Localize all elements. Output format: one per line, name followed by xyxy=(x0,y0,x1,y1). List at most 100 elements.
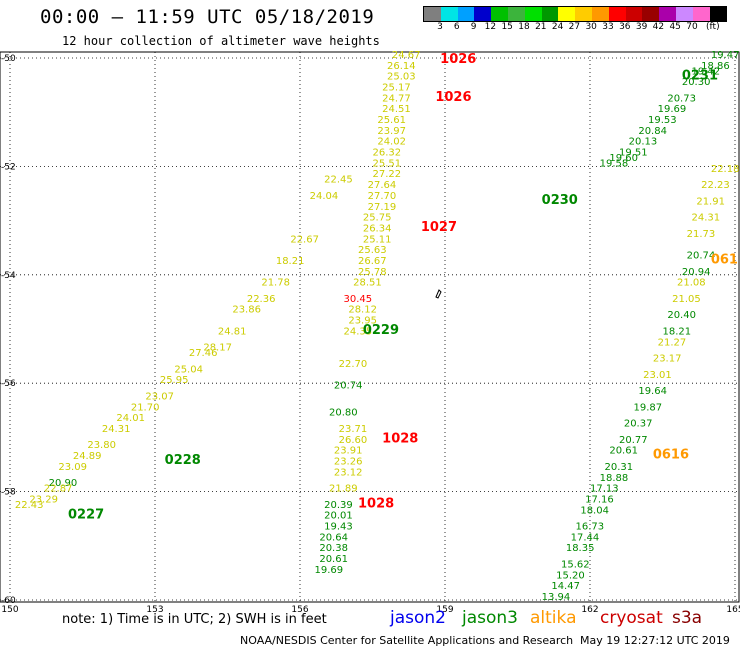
wave-height-value: 25.17 xyxy=(382,83,411,94)
wave-height-value: 23.29 xyxy=(29,494,58,505)
color-swatch xyxy=(424,7,441,21)
wave-height-value: 19.53 xyxy=(648,115,677,126)
wave-height-value: 20.77 xyxy=(619,435,648,446)
wave-height-value: 19.58 xyxy=(600,158,629,169)
wave-height-value: 20.39 xyxy=(324,500,353,511)
color-swatch xyxy=(575,7,592,21)
wave-height-value: 16.73 xyxy=(576,522,605,533)
wave-height-value: 23.09 xyxy=(58,462,87,473)
y-tick-label: -60 xyxy=(1,596,16,606)
wave-height-value: 25.95 xyxy=(160,375,189,386)
color-swatch xyxy=(541,7,559,21)
wave-height-value: 22.36 xyxy=(247,294,276,305)
legend-altika: altika xyxy=(530,608,577,628)
x-tick-label: 165 xyxy=(726,605,740,615)
wave-height-value: 22.43 xyxy=(15,500,44,511)
footnote: note: 1) Time is in UTC; 2) SWH is in fe… xyxy=(62,612,327,627)
color-swatch xyxy=(608,7,626,21)
pass-time-label: 061 xyxy=(711,253,738,268)
wave-height-value: 20.61 xyxy=(609,446,638,457)
color-swatch xyxy=(457,7,475,21)
wave-height-value: 23.07 xyxy=(145,391,174,402)
wave-height-value: 30.45 xyxy=(344,294,373,305)
wave-height-value: 25.63 xyxy=(358,245,387,256)
island-outline xyxy=(435,289,442,299)
wave-height-value: 20.40 xyxy=(667,310,696,321)
color-swatch xyxy=(591,7,609,21)
color-scale-label: 18 xyxy=(518,22,530,32)
generation-timestamp: May 19 12:27:12 UTC 2019 xyxy=(580,634,730,647)
wave-height-value: 21.05 xyxy=(672,294,701,305)
color-swatch xyxy=(625,7,643,21)
wave-height-value: 23.86 xyxy=(232,305,261,316)
color-swatch xyxy=(709,7,727,21)
wave-height-value: 18.88 xyxy=(600,473,629,484)
wave-height-value: 25.11 xyxy=(363,234,392,245)
wave-height-value: 24.31 xyxy=(692,213,721,224)
color-swatch xyxy=(491,7,508,21)
y-tick-label: -54 xyxy=(1,271,16,281)
color-swatch xyxy=(558,7,576,21)
wave-height-value: 15.62 xyxy=(561,559,590,570)
wave-height-value: 22.70 xyxy=(339,359,368,370)
wave-height-value: 21.27 xyxy=(658,337,687,348)
wave-height-value: 24.77 xyxy=(382,93,411,104)
wave-height-value: 19.51 xyxy=(619,148,648,159)
wave-height-value: 24.35 xyxy=(344,326,373,337)
color-scale-label: 15 xyxy=(501,22,513,32)
color-swatch xyxy=(474,7,492,21)
x-tick-label: 153 xyxy=(146,605,163,615)
pass-time-label: 1026 xyxy=(440,52,476,67)
color-swatch xyxy=(659,7,676,21)
wave-height-value: 23.91 xyxy=(334,446,363,457)
color-scale-label: 12 xyxy=(484,22,497,32)
wave-height-value: 20.31 xyxy=(605,462,634,473)
wave-height-value: 19.69 xyxy=(315,565,344,576)
wave-height-value: 21.91 xyxy=(696,196,725,207)
color-scale-label: 9 xyxy=(470,22,477,32)
color-swatch xyxy=(440,7,458,21)
color-scale-label: 6 xyxy=(453,22,460,32)
pass-time-label: 0227 xyxy=(68,507,104,522)
wave-height-value: 19.60 xyxy=(609,153,638,164)
wave-height-value: 21.73 xyxy=(687,229,716,240)
wave-height-value: 24.04 xyxy=(310,191,339,202)
pass-time-label: 0228 xyxy=(165,453,201,468)
wave-height-value: 20.74 xyxy=(687,251,716,262)
wave-height-value: 24.81 xyxy=(218,326,247,337)
wave-height-value: 21.08 xyxy=(677,278,706,289)
color-scale-label: 70 xyxy=(686,22,698,32)
wave-height-value: 25.75 xyxy=(363,213,392,224)
color-scale-label: 39 xyxy=(635,22,648,32)
wave-height-value: 20.80 xyxy=(329,408,358,419)
wave-height-value: 27.22 xyxy=(373,169,402,180)
wave-height-value: 27.64 xyxy=(368,180,397,191)
chart-subtitle: 12 hour collection of altimeter wave hei… xyxy=(62,34,380,48)
y-tick-label: -50 xyxy=(1,54,16,64)
color-scale-label: 42 xyxy=(652,22,665,32)
color-scale-label: 33 xyxy=(602,22,614,32)
wave-height-value: 21.70 xyxy=(131,402,160,413)
color-scale-label: 27 xyxy=(568,22,581,32)
wave-height-value: 24.51 xyxy=(382,104,411,115)
color-swatch xyxy=(524,7,542,21)
pass-time-label: 1028 xyxy=(382,431,418,446)
wave-height-value: 25.78 xyxy=(358,267,387,278)
legend-jason2: jason2 xyxy=(390,608,446,628)
wave-height-value: 18.86 xyxy=(701,61,730,72)
wave-height-value: 20.38 xyxy=(319,543,348,554)
wave-height-value: 26.14 xyxy=(387,61,416,72)
wave-height-value: 23.01 xyxy=(643,370,672,381)
credit-line: NOAA/NESDIS Center for Satellite Applica… xyxy=(240,634,574,647)
wave-height-value: 20.30 xyxy=(682,77,711,88)
wave-height-value: 18.21 xyxy=(663,326,692,337)
wave-height-value: 25.04 xyxy=(174,364,203,375)
wave-height-value: 28.51 xyxy=(353,278,382,289)
wave-height-value: 24.89 xyxy=(73,451,102,462)
wave-height-value: 23.97 xyxy=(377,126,406,137)
wave-height-value: 22.18 xyxy=(711,164,740,175)
wave-height-value: 17.16 xyxy=(585,494,614,505)
wave-height-value: 20.01 xyxy=(324,511,353,522)
legend-jason3: jason3 xyxy=(462,608,518,628)
